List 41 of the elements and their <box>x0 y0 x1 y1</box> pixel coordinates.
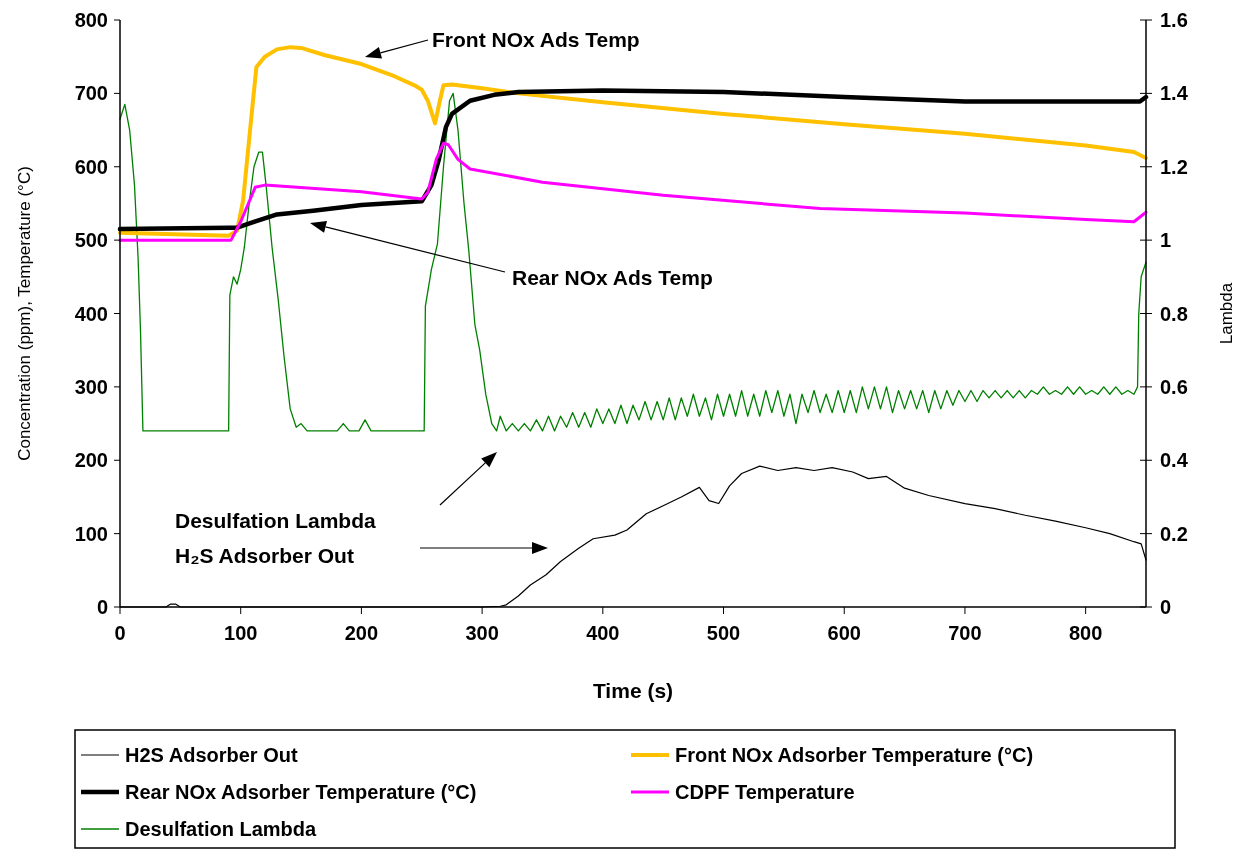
annotation: Front NOx Ads Temp <box>432 28 640 51</box>
y-tick-label: 600 <box>74 155 108 178</box>
y2-tick-label: 1.6 <box>1160 9 1188 31</box>
legend-label: H2S Adsorber Out <box>125 744 298 766</box>
y-tick-label: 200 <box>74 449 108 472</box>
y2-tick-label: 0 <box>1160 596 1172 618</box>
y-tick-label: 800 <box>74 9 108 31</box>
x-tick-label: 700 <box>948 622 982 644</box>
x-tick-label: 500 <box>706 622 741 644</box>
y2-tick-label: 0.2 <box>1160 522 1188 545</box>
y-tick-label: 700 <box>74 82 108 105</box>
y-tick-label: 0 <box>96 596 108 618</box>
y2-tick-label: 0.8 <box>1160 302 1188 325</box>
y-tick-label: 100 <box>74 522 108 545</box>
x-tick-label: 100 <box>224 622 258 644</box>
annotation: Desulfation Lambda <box>175 509 377 532</box>
y2-axis-title: Lambda <box>1217 282 1236 345</box>
y-tick-label: 500 <box>74 229 108 252</box>
line-series <box>119 92 1147 432</box>
x-tick-label: 0 <box>114 622 126 644</box>
y2-tick-label: 0.6 <box>1160 375 1188 398</box>
y2-tick-label: 1.2 <box>1160 155 1188 178</box>
x-tick-label: 300 <box>465 622 499 644</box>
legend-label: Rear NOx Adsorber Temperature (°C) <box>125 781 477 803</box>
line-series <box>118 141 1148 242</box>
annotation: Rear NOx Ads Temp <box>512 266 713 289</box>
y2-tick-label: 1 <box>1160 229 1172 252</box>
y2-tick-label: 0.4 <box>1160 449 1189 472</box>
x-tick-label: 200 <box>344 622 379 644</box>
x-tick-label: 400 <box>586 622 620 644</box>
x-axis-title: Time (s) <box>592 679 674 702</box>
legend-label: Desulfation Lambda <box>125 818 318 840</box>
legend-label: Front NOx Adsorber Temperature (°C) <box>675 744 1034 766</box>
annotation: H₂S Adsorber Out <box>175 544 354 567</box>
x-tick-label: 600 <box>827 622 861 644</box>
y-tick-label: 300 <box>74 375 108 398</box>
y2-tick-label: 1.4 <box>1160 82 1189 105</box>
y-axis-title: Concentration (ppm), Temperature (°C) <box>15 166 34 461</box>
y-tick-label: 400 <box>74 302 108 325</box>
x-tick-label: 800 <box>1068 622 1103 644</box>
legend-label: CDPF Temperature <box>675 781 855 803</box>
